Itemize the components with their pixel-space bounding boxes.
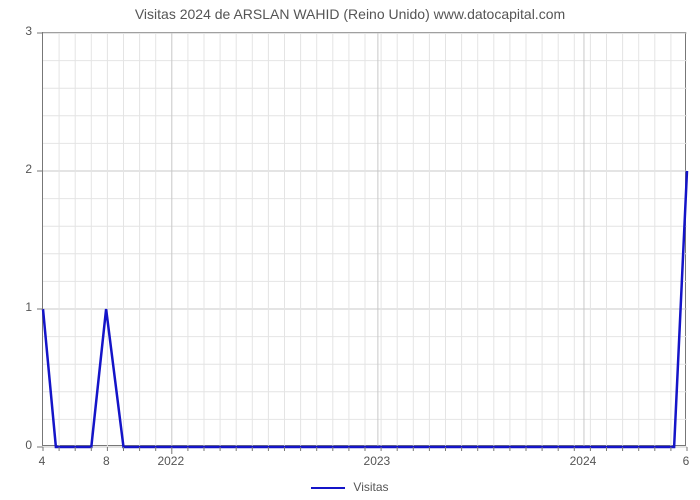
x-axis-top-label: 6: [683, 454, 690, 468]
y-axis-label: 1: [0, 300, 32, 314]
chart-title: Visitas 2024 de ARSLAN WAHID (Reino Unid…: [0, 6, 700, 22]
plot-area: [42, 32, 686, 446]
y-axis-label: 3: [0, 24, 32, 38]
plot-svg: [43, 33, 687, 447]
x-axis-label: 2024: [570, 454, 597, 468]
legend: Visitas: [0, 480, 700, 494]
x-axis-label: 2022: [157, 454, 184, 468]
x-axis-top-label: 8: [103, 454, 110, 468]
x-axis-label: 2023: [364, 454, 391, 468]
y-axis-label: 0: [0, 438, 32, 452]
x-axis-top-label: 4: [39, 454, 46, 468]
legend-label: Visitas: [353, 480, 388, 494]
legend-swatch: [311, 487, 345, 489]
y-axis-label: 2: [0, 162, 32, 176]
visits-chart: Visitas 2024 de ARSLAN WAHID (Reino Unid…: [0, 0, 700, 500]
